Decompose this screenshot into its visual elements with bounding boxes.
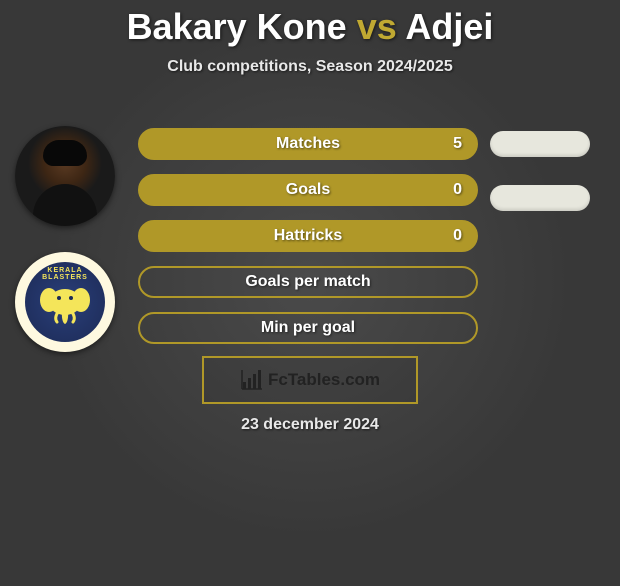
stat-value: 0 (453, 181, 462, 199)
stat-value: 0 (453, 227, 462, 245)
elephant-icon (35, 272, 95, 332)
title-player2: Adjei (405, 6, 493, 47)
stat-label: Matches (276, 135, 340, 153)
title-vs: vs (357, 6, 397, 47)
stat-row-goals: Goals 0 (138, 174, 478, 206)
pill-column (490, 128, 600, 239)
stat-label: Goals per match (245, 273, 370, 291)
stat-label: Min per goal (261, 319, 355, 337)
club-badge: KERALA BLASTERS (25, 262, 105, 342)
stat-value: 5 (453, 135, 462, 153)
brand-text: FcTables.com (268, 370, 380, 390)
club-badge-label: KERALA BLASTERS (25, 267, 105, 281)
stat-label: Hattricks (274, 227, 342, 245)
bar-chart-icon (240, 368, 264, 392)
stats-column: Matches 5 Goals 0 Hattricks 0 Goals per … (138, 128, 478, 358)
date-text: 23 december 2024 (0, 416, 620, 434)
stat-row-min-per-goal: Min per goal (138, 312, 478, 344)
comparison-pill-matches (490, 131, 590, 157)
stat-row-matches: Matches 5 (138, 128, 478, 160)
comparison-pill-goals (490, 185, 590, 211)
club-avatar: KERALA BLASTERS (15, 252, 115, 352)
stat-row-hattricks: Hattricks 0 (138, 220, 478, 252)
subtitle: Club competitions, Season 2024/2025 (0, 58, 620, 76)
title-player1: Bakary Kone (127, 6, 347, 47)
brand-box[interactable]: FcTables.com (202, 356, 418, 404)
page-title: Bakary Kone vs Adjei (0, 6, 620, 48)
stat-row-goals-per-match: Goals per match (138, 266, 478, 298)
avatar-column: KERALA BLASTERS (10, 126, 120, 378)
player-avatar (15, 126, 115, 226)
stat-label: Goals (286, 181, 330, 199)
